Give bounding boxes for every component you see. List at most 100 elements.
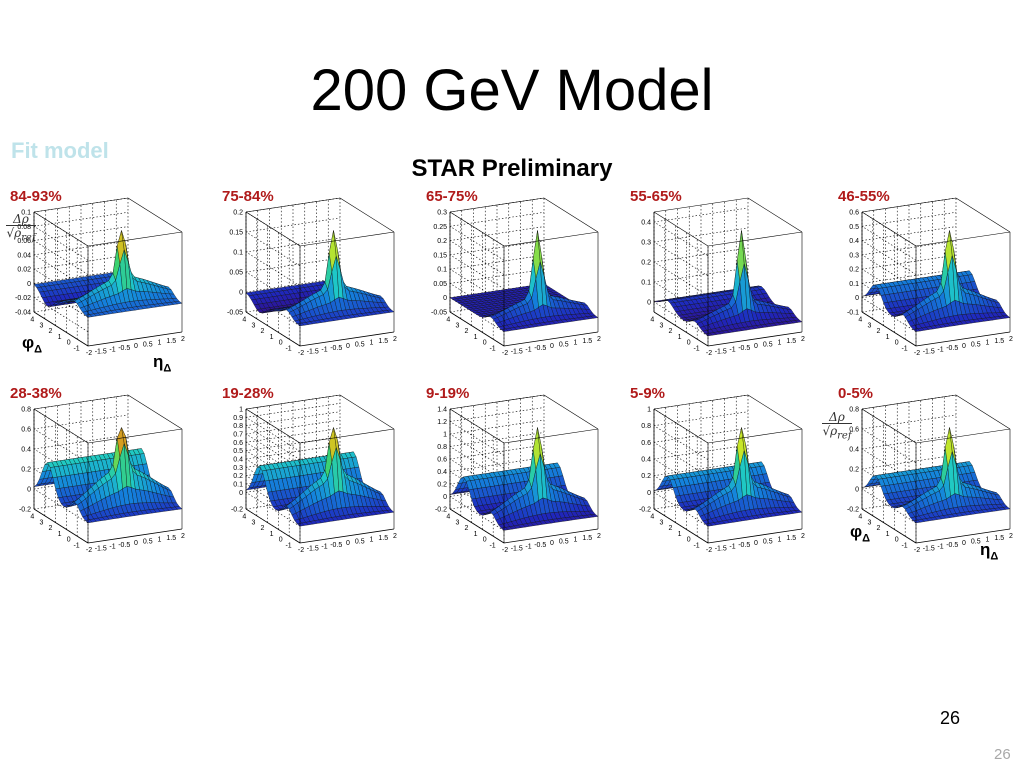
surface-panel: 19-28% -0.2 0 0.1 0.2 0.3 0.4 0.5 0.6 0.7 0.8 0.9 1-… — [222, 385, 422, 575]
x-tick-label: 1 — [574, 537, 578, 544]
y-tick-label: 4 — [858, 317, 862, 324]
box-edge — [245, 211, 301, 247]
y-axis-line — [861, 311, 917, 347]
x-tick-label: -0.5 — [534, 345, 546, 352]
z-tick-label: 0.5 — [849, 224, 859, 231]
grid-line — [861, 488, 917, 524]
y-tick-label: 3 — [39, 519, 43, 526]
z-tick-label: 0.4 — [233, 457, 243, 464]
x-tick-label: 0 — [754, 343, 758, 350]
x-tick-label: -2 — [706, 350, 712, 357]
box-edge — [245, 394, 341, 410]
x-tick-label: 0 — [346, 343, 350, 350]
grid-line — [245, 231, 301, 267]
x-tick-label: -0.5 — [738, 542, 750, 549]
x-tick-label: -1.5 — [307, 348, 319, 355]
grid-line — [861, 428, 917, 464]
box-edge — [653, 394, 749, 410]
box-edge — [299, 231, 395, 247]
box-edge — [707, 231, 803, 247]
y-tick-label: 1 — [474, 334, 478, 341]
surface-cell — [174, 301, 183, 305]
x-axis-line — [87, 331, 183, 347]
y-tick-label: -1 — [901, 345, 907, 352]
z-tick-label: 0.4 — [849, 238, 859, 245]
x-tick-label: -0.5 — [330, 345, 342, 352]
box-edge — [339, 197, 395, 233]
surface-cell — [386, 309, 395, 313]
z-tick-label: 0.8 — [233, 423, 243, 430]
y-axis-line — [33, 508, 89, 544]
z-tick-label: 0.6 — [641, 440, 651, 447]
x-tick-label: -2 — [706, 547, 712, 554]
x-tick-label: -1.5 — [715, 545, 727, 552]
x-tick-label: -1.5 — [95, 348, 107, 355]
z-tick-label: 0.4 — [641, 220, 651, 227]
z-tick-label: 1 — [239, 407, 243, 414]
centrality-label: 75-84% — [222, 188, 274, 205]
x-tick-label: 0.5 — [355, 341, 365, 348]
z-tick-label: 0.2 — [437, 238, 447, 245]
x-tick-label: 1 — [778, 537, 782, 544]
x-tick-label: 0.5 — [143, 538, 153, 545]
z-tick-label: 0.8 — [21, 407, 31, 414]
y-tick-label: 3 — [455, 322, 459, 329]
z-tick-label: 0.7 — [233, 432, 243, 439]
surface-panel: 46-55% -0.1 0 0.1 0.2 0.3 0.4 0.5 0.6 -2 -1.5 -1 -0.… — [838, 188, 1024, 378]
z-tick-label: 0.1 — [849, 281, 859, 288]
z-tick-label: 0.8 — [437, 444, 447, 451]
z-tick-label: 0.6 — [21, 427, 31, 434]
z-tick-label: 0.2 — [849, 267, 859, 274]
y-tick-label: -1 — [285, 542, 291, 549]
y-tick-label: -1 — [285, 345, 291, 352]
z-tick-label: 0.2 — [437, 482, 447, 489]
z-tick-label: 0.1 — [641, 280, 651, 287]
x-tick-label: -1 — [937, 347, 943, 354]
x-tick-label: 1 — [158, 340, 162, 347]
grid-line — [33, 297, 89, 332]
box-edge — [449, 211, 505, 247]
centrality-label: 9-19% — [426, 385, 470, 402]
y-tick-label: 4 — [446, 514, 450, 521]
box-edge — [87, 428, 183, 444]
x-axis-line — [707, 528, 803, 544]
surface-cell — [794, 509, 803, 513]
z-tick-label: 0.05 — [229, 270, 243, 277]
y-tick-label: 0 — [483, 340, 487, 347]
z-tick-label: 0.3 — [849, 252, 859, 259]
x-tick-label: 0.5 — [355, 538, 365, 545]
x-tick-label: -0.5 — [118, 345, 130, 352]
surface-plot: -0.200.20.40.60.8-2 -1.5 -1 -0.5 0 0.5 1 1.5 2-1… — [19, 394, 185, 554]
z-tick-label: 0.1 — [21, 210, 31, 217]
box-edge — [33, 408, 89, 444]
z-tick-label: 0.4 — [437, 469, 447, 476]
x-tick-label: -1 — [109, 347, 115, 354]
y-tick-label: 2 — [465, 328, 469, 335]
grid-line — [245, 425, 301, 460]
slide-title: 200 GeV Model — [310, 58, 714, 123]
box-edge — [653, 197, 749, 213]
z-tick-label: -0.02 — [15, 295, 31, 302]
z-tick-label: 0 — [647, 490, 651, 497]
x-tick-label: 2 — [1009, 336, 1013, 343]
x-tick-label: -1.5 — [715, 348, 727, 355]
z-tick-label: 0.6 — [233, 440, 243, 447]
surface-panel: 55-65% 0 0.1 0.2 0.3 0.4 -2 -1.5 -1 -0.5 0 0.5 1 1.5 2… — [630, 188, 830, 378]
box-edge — [339, 394, 395, 430]
surface-panel: 5-9% -0.2 0 0.2 0.4 0.6 0.8 1 -2 -1.5 -1 -0.5 0 0.5 1 1… — [630, 385, 830, 575]
z-tick-label: 0.3 — [437, 210, 447, 217]
x-tick-label: 0 — [346, 540, 350, 547]
box-edge — [707, 428, 803, 444]
z-tick-label: 0.1 — [233, 482, 243, 489]
fit-model-label: Fit model — [11, 138, 109, 163]
x-tick-label: 1.5 — [378, 535, 388, 542]
z-tick-label: -0.2 — [231, 507, 243, 514]
y-tick-label: 1 — [58, 334, 62, 341]
centrality-label: 5-9% — [630, 385, 666, 402]
box-edge — [33, 197, 129, 213]
box-edge — [543, 394, 599, 430]
z-tick-label: 0 — [443, 295, 447, 302]
x-tick-label: 0 — [134, 540, 138, 547]
y-tick-label: 1 — [886, 334, 890, 341]
z-tick-label: 0 — [239, 490, 243, 497]
